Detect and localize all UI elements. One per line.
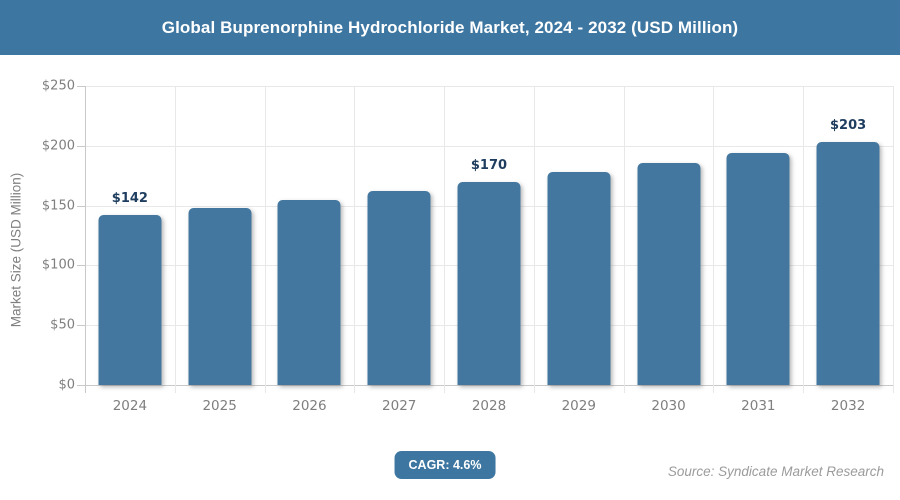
y-tick-label: $100 xyxy=(41,257,75,273)
y-axis-tick xyxy=(77,325,85,327)
y-tick-label: $250 xyxy=(41,78,75,94)
bar xyxy=(726,152,790,385)
x-tick-label: 2028 xyxy=(471,398,507,414)
y-axis-title: Market Size (USD Million) xyxy=(8,172,24,328)
gridline-vertical xyxy=(893,86,894,393)
y-axis-tick xyxy=(77,385,85,386)
bar-column: 2025 xyxy=(175,86,265,414)
x-tick-label: 2027 xyxy=(382,398,417,414)
gridline-vertical xyxy=(803,86,805,393)
bar xyxy=(457,181,521,385)
y-axis-tick xyxy=(77,265,85,267)
y-tick-label: $150 xyxy=(41,198,75,214)
gridline-horizontal xyxy=(85,145,893,147)
bar xyxy=(188,208,252,385)
gridline-vertical xyxy=(354,86,356,393)
x-tick-label: 2032 xyxy=(830,398,866,414)
x-tick-label: 2031 xyxy=(741,398,776,414)
source-text: Source: Syndicate Market Research xyxy=(667,464,884,479)
cagr-badge: CAGR: 4.6% xyxy=(394,451,496,479)
bar-column: 2030 xyxy=(624,86,714,414)
gridline-vertical xyxy=(174,86,176,393)
gridline-vertical xyxy=(444,86,446,393)
y-axis-tick xyxy=(77,86,85,87)
bar-value-label: $142 xyxy=(111,191,148,207)
bar-value-label: $170 xyxy=(470,157,508,173)
y-axis-line xyxy=(85,86,86,393)
gridline-vertical xyxy=(264,86,266,393)
bar-column: 2029 xyxy=(534,86,624,414)
bar-column: $142 2024 xyxy=(85,86,175,414)
x-tick-label: 2030 xyxy=(651,398,686,414)
bar-column: 2026 xyxy=(265,86,355,414)
x-tick-label: 2026 xyxy=(292,398,327,414)
gridline-vertical xyxy=(623,86,625,393)
x-tick-label: 2025 xyxy=(202,398,237,414)
bar-column: $170 2028 xyxy=(444,86,534,414)
chart-title-bar: Global Buprenorphine Hydrochloride Marke… xyxy=(0,0,900,55)
gridline-horizontal xyxy=(85,86,893,87)
bar xyxy=(547,172,611,385)
x-tick-label: 2029 xyxy=(561,398,596,414)
y-tick-label: $0 xyxy=(58,377,75,393)
x-tick-label: 2024 xyxy=(112,398,148,414)
y-tick-label: $200 xyxy=(41,138,75,154)
chart-title: Global Buprenorphine Hydrochloride Marke… xyxy=(161,17,739,37)
plot-area: $0 $50 $100 $150 $200 $250 $142 2024 2025 2026 202… xyxy=(42,79,894,414)
bar-column: 2027 xyxy=(354,86,444,414)
bar xyxy=(98,215,162,385)
gridline-vertical xyxy=(533,86,535,393)
gridline-vertical xyxy=(713,86,715,393)
y-tick-label: $50 xyxy=(50,317,75,333)
y-axis-tick xyxy=(77,205,85,207)
bar xyxy=(637,162,701,385)
bar-column: $203 2032 xyxy=(803,86,893,414)
bar xyxy=(367,191,431,385)
y-axis-tick xyxy=(77,145,85,147)
bar xyxy=(277,199,341,385)
bar-column: 2031 xyxy=(713,86,803,414)
bar xyxy=(816,142,880,385)
bar-value-label: $203 xyxy=(830,118,867,134)
